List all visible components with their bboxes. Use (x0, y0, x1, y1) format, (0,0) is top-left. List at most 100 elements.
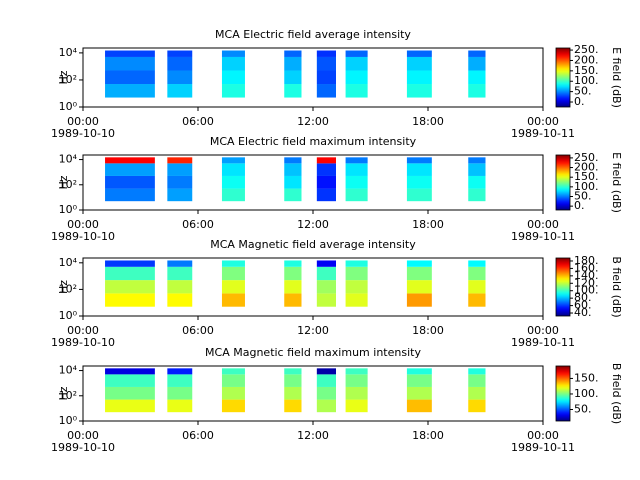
spectrogram-cell (221, 175, 245, 189)
spectrogram-cell (468, 386, 486, 400)
spectrogram-cell (167, 175, 193, 189)
spectrogram-cell (221, 163, 245, 176)
spectrogram-cell (345, 175, 368, 189)
spectrogram-cell (105, 163, 155, 176)
colorbar-label: E field (dB) (610, 152, 623, 213)
panel-title: MCA Electric field maximum intensity (210, 135, 417, 148)
x-tick-label: 00:00 (527, 218, 559, 231)
colorbar-tick-label: 50. (574, 85, 592, 98)
spectrogram-cell (316, 280, 336, 294)
x-date-label: 1989-10-11 (511, 127, 575, 140)
colorbar-tick-label: 150. (574, 64, 599, 77)
spectrogram-cell (406, 175, 432, 189)
spectrogram-cell (345, 84, 368, 98)
spectrogram-cell (284, 280, 302, 294)
spectrogram-cell (221, 293, 245, 307)
y-tick-label: 10⁰ (59, 100, 78, 113)
x-tick-label: 18:00 (412, 324, 444, 337)
spectrogram-cell (167, 188, 193, 202)
spectrogram-cell (167, 157, 193, 164)
spectrogram-cell (316, 399, 336, 413)
spectrogram-cell (406, 50, 432, 57)
colorbar-tick-label: 50. (574, 189, 592, 202)
x-date-label: 1989-10-11 (511, 230, 575, 243)
x-tick-label: 12:00 (297, 429, 329, 442)
spectrogram-cell (105, 157, 155, 164)
spectrogram-cell (316, 84, 336, 98)
spectrogram-cell (468, 399, 486, 413)
spectrogram-cell (316, 293, 336, 307)
colorbar (555, 154, 571, 211)
spectrogram-cell (345, 368, 368, 375)
spectrogram-cell (167, 374, 193, 387)
spectrogram-cell (316, 374, 336, 387)
colorbar-tick-label: 0. (574, 95, 585, 108)
x-tick-label: 00:00 (527, 429, 559, 442)
spectrogram-cell (105, 50, 155, 57)
colorbar-label: B field (dB) (610, 256, 623, 317)
y-axis-label: Hz (57, 70, 70, 84)
spectrogram-cell (105, 386, 155, 400)
y-tick-label: 10⁴ (59, 256, 78, 269)
spectrogram-cell (406, 157, 432, 164)
spectrogram-cell (221, 374, 245, 387)
spectrogram-cell (105, 399, 155, 413)
spectrogram-cell (468, 280, 486, 294)
spectrogram-cell (105, 84, 155, 98)
spectrogram-cell (406, 266, 432, 281)
spectrogram-cell (284, 175, 302, 189)
x-tick-label: 06:00 (182, 218, 214, 231)
y-axis-label: Hz (57, 280, 70, 294)
x-tick-label: 06:00 (182, 429, 214, 442)
spectrogram-cell (468, 84, 486, 98)
colorbar-tick-label: 250. (574, 43, 599, 56)
colorbar (555, 47, 571, 108)
spectrogram-cell (345, 399, 368, 413)
colorbar-tick-label: 0. (574, 199, 585, 212)
colorbar-tick-label: 60. (574, 299, 592, 312)
spectrogram-cell (316, 386, 336, 400)
spectrogram-cell (345, 293, 368, 307)
y-axis-label: Hz (57, 175, 70, 189)
spectrogram-cell (345, 374, 368, 387)
spectrogram-cell (406, 188, 432, 202)
spectrogram-cell (345, 56, 368, 71)
spectrogram-cell (345, 50, 368, 57)
spectrogram-cell (468, 188, 486, 202)
x-tick-label: 12:00 (297, 324, 329, 337)
x-tick-label: 00:00 (527, 115, 559, 128)
spectrogram-cell (167, 266, 193, 281)
spectrogram-cell (105, 293, 155, 307)
spectrogram-cell (284, 374, 302, 387)
spectrogram-cell (167, 50, 193, 57)
spectrogram-cell (221, 157, 245, 164)
spectrogram-cell (345, 188, 368, 202)
colorbar-tick-label: 180. (574, 254, 599, 267)
spectrogram-cell (167, 163, 193, 176)
colorbar-tick-label: 50. (574, 403, 592, 416)
colorbar-tick-label: 100. (574, 284, 599, 297)
spectrogram-cell (406, 56, 432, 71)
spectrogram-cell (406, 293, 432, 307)
colorbar-tick-label: 200. (574, 161, 599, 174)
spectrogram-cell (167, 399, 193, 413)
spectrogram-cell (284, 368, 302, 375)
spectrogram-cell (167, 368, 193, 375)
x-date-label: 1989-10-10 (51, 230, 115, 243)
spectrogram-cell (345, 70, 368, 85)
spectrogram-cell (316, 50, 336, 57)
panel-title: MCA Electric field average intensity (215, 28, 411, 41)
spectrogram-cell (105, 175, 155, 189)
spectrogram-cell (468, 368, 486, 375)
spectrogram-cell (345, 163, 368, 176)
colorbar-tick-label: 140. (574, 269, 599, 282)
spectrogram-cell (284, 70, 302, 85)
spectrogram-cell (284, 386, 302, 400)
y-tick-label: 10⁰ (59, 414, 78, 427)
spectrogram-cell (167, 260, 193, 267)
y-tick-label: 10⁴ (59, 153, 78, 166)
x-date-label: 1989-10-10 (51, 127, 115, 140)
spectrogram-cell (316, 266, 336, 281)
spectrogram-cell (468, 70, 486, 85)
